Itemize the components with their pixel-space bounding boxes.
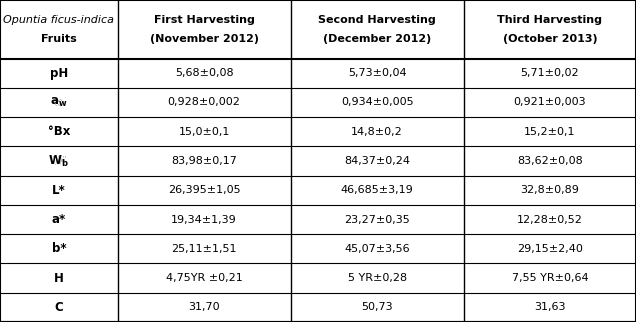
Text: 5,68±0,08: 5,68±0,08 — [175, 68, 233, 78]
Text: (December 2012): (December 2012) — [323, 33, 431, 44]
Text: 25,11±1,51: 25,11±1,51 — [172, 244, 237, 254]
Text: 14,8±0,2: 14,8±0,2 — [351, 127, 403, 137]
Text: 0,921±0,003: 0,921±0,003 — [513, 98, 586, 108]
Text: $\mathbf{a}$$_{\mathbf{w}}$: $\mathbf{a}$$_{\mathbf{w}}$ — [50, 96, 67, 109]
Text: 84,37±0,24: 84,37±0,24 — [344, 156, 410, 166]
Text: 83,62±0,08: 83,62±0,08 — [517, 156, 583, 166]
Text: 46,685±3,19: 46,685±3,19 — [341, 185, 413, 195]
Text: C: C — [55, 301, 63, 314]
Text: Third Harvesting: Third Harvesting — [497, 15, 602, 25]
Text: 31,70: 31,70 — [188, 302, 220, 312]
Text: 29,15±2,40: 29,15±2,40 — [517, 244, 583, 254]
Text: (November 2012): (November 2012) — [149, 33, 259, 44]
Text: a*: a* — [52, 213, 66, 226]
Text: 83,98±0,17: 83,98±0,17 — [171, 156, 237, 166]
Text: 0,934±0,005: 0,934±0,005 — [341, 98, 413, 108]
Text: a: a — [55, 96, 63, 109]
Text: $\mathbf{W}$$_{\mathbf{b}}$: $\mathbf{W}$$_{\mathbf{b}}$ — [48, 154, 69, 168]
Text: °Bx: °Bx — [48, 125, 70, 138]
Text: 4,75YR ±0,21: 4,75YR ±0,21 — [166, 273, 242, 283]
Text: (October 2013): (October 2013) — [502, 33, 597, 44]
Text: 15,0±0,1: 15,0±0,1 — [179, 127, 230, 137]
Text: First Harvesting: First Harvesting — [154, 15, 254, 25]
Text: b*: b* — [52, 242, 66, 255]
Text: 50,73: 50,73 — [361, 302, 393, 312]
Text: pH: pH — [50, 67, 68, 80]
Text: 5,73±0,04: 5,73±0,04 — [348, 68, 406, 78]
Text: W: W — [52, 155, 66, 167]
Text: Fruits: Fruits — [41, 33, 77, 44]
Text: 32,8±0,89: 32,8±0,89 — [520, 185, 579, 195]
Text: 26,395±1,05: 26,395±1,05 — [168, 185, 240, 195]
Text: 45,07±3,56: 45,07±3,56 — [344, 244, 410, 254]
Text: 12,28±0,52: 12,28±0,52 — [517, 214, 583, 224]
Text: W: W — [52, 155, 66, 167]
Text: 0,928±0,002: 0,928±0,002 — [168, 98, 240, 108]
Text: a: a — [55, 96, 63, 109]
Text: Opuntia ficus-indica: Opuntia ficus-indica — [3, 15, 114, 25]
Text: 7,55 YR±0,64: 7,55 YR±0,64 — [511, 273, 588, 283]
Text: 5,71±0,02: 5,71±0,02 — [520, 68, 579, 78]
Text: 15,2±0,1: 15,2±0,1 — [524, 127, 576, 137]
Text: L*: L* — [52, 184, 66, 197]
Text: H: H — [54, 271, 64, 285]
Text: 23,27±0,35: 23,27±0,35 — [344, 214, 410, 224]
Text: 31,63: 31,63 — [534, 302, 565, 312]
Text: 5 YR±0,28: 5 YR±0,28 — [348, 273, 406, 283]
Text: 19,34±1,39: 19,34±1,39 — [171, 214, 237, 224]
Text: Second Harvesting: Second Harvesting — [318, 15, 436, 25]
